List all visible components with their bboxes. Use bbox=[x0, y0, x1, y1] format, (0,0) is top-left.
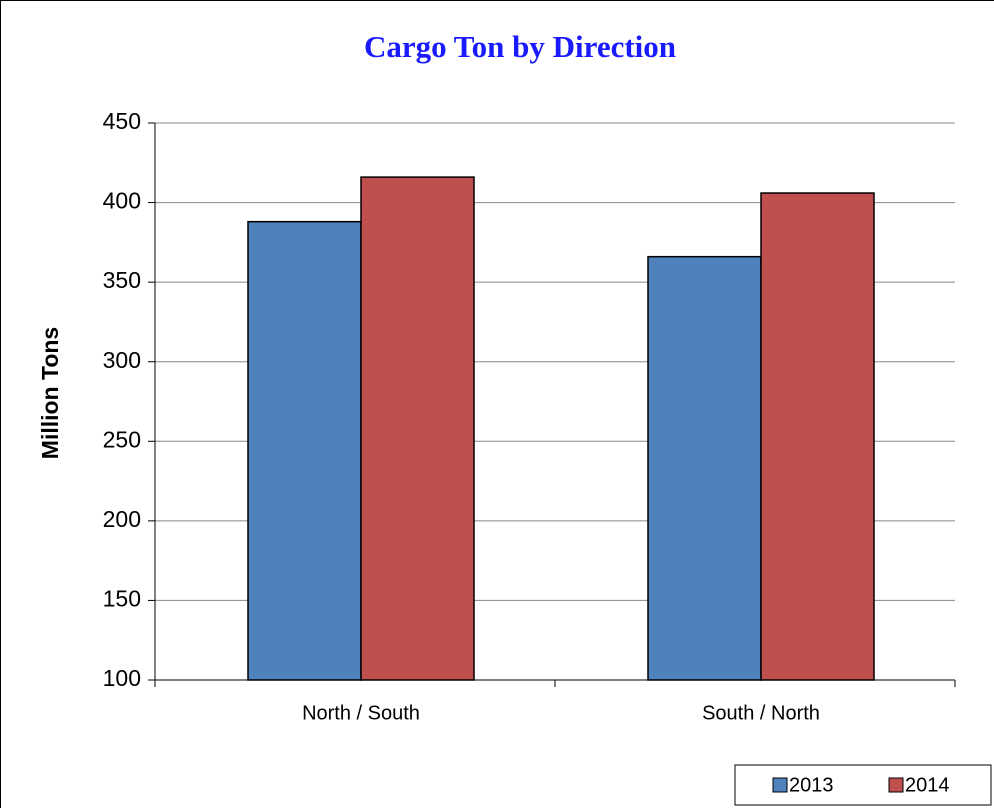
legend-swatch bbox=[772, 777, 788, 793]
bar bbox=[647, 255, 762, 681]
legend-label: 2014 bbox=[905, 774, 950, 796]
y-tick-label: 200 bbox=[103, 506, 141, 532]
bar bbox=[247, 220, 362, 681]
legend-swatch bbox=[888, 777, 904, 793]
y-tick-label: 250 bbox=[103, 426, 141, 452]
x-tick-label: South / North bbox=[702, 702, 820, 724]
bar bbox=[360, 176, 475, 681]
legend-label: 2013 bbox=[789, 774, 834, 796]
bar bbox=[760, 192, 875, 681]
y-tick-label: 100 bbox=[103, 665, 141, 691]
chart-title: Cargo Ton by Direction bbox=[364, 29, 676, 64]
y-tick-label: 350 bbox=[103, 267, 141, 293]
y-tick-label: 150 bbox=[103, 586, 141, 612]
y-tick-label: 450 bbox=[103, 108, 141, 134]
y-tick-label: 400 bbox=[103, 188, 141, 214]
x-tick-label: North / South bbox=[302, 702, 420, 724]
y-axis-label: Million Tons bbox=[37, 327, 63, 459]
y-tick-label: 300 bbox=[103, 347, 141, 373]
